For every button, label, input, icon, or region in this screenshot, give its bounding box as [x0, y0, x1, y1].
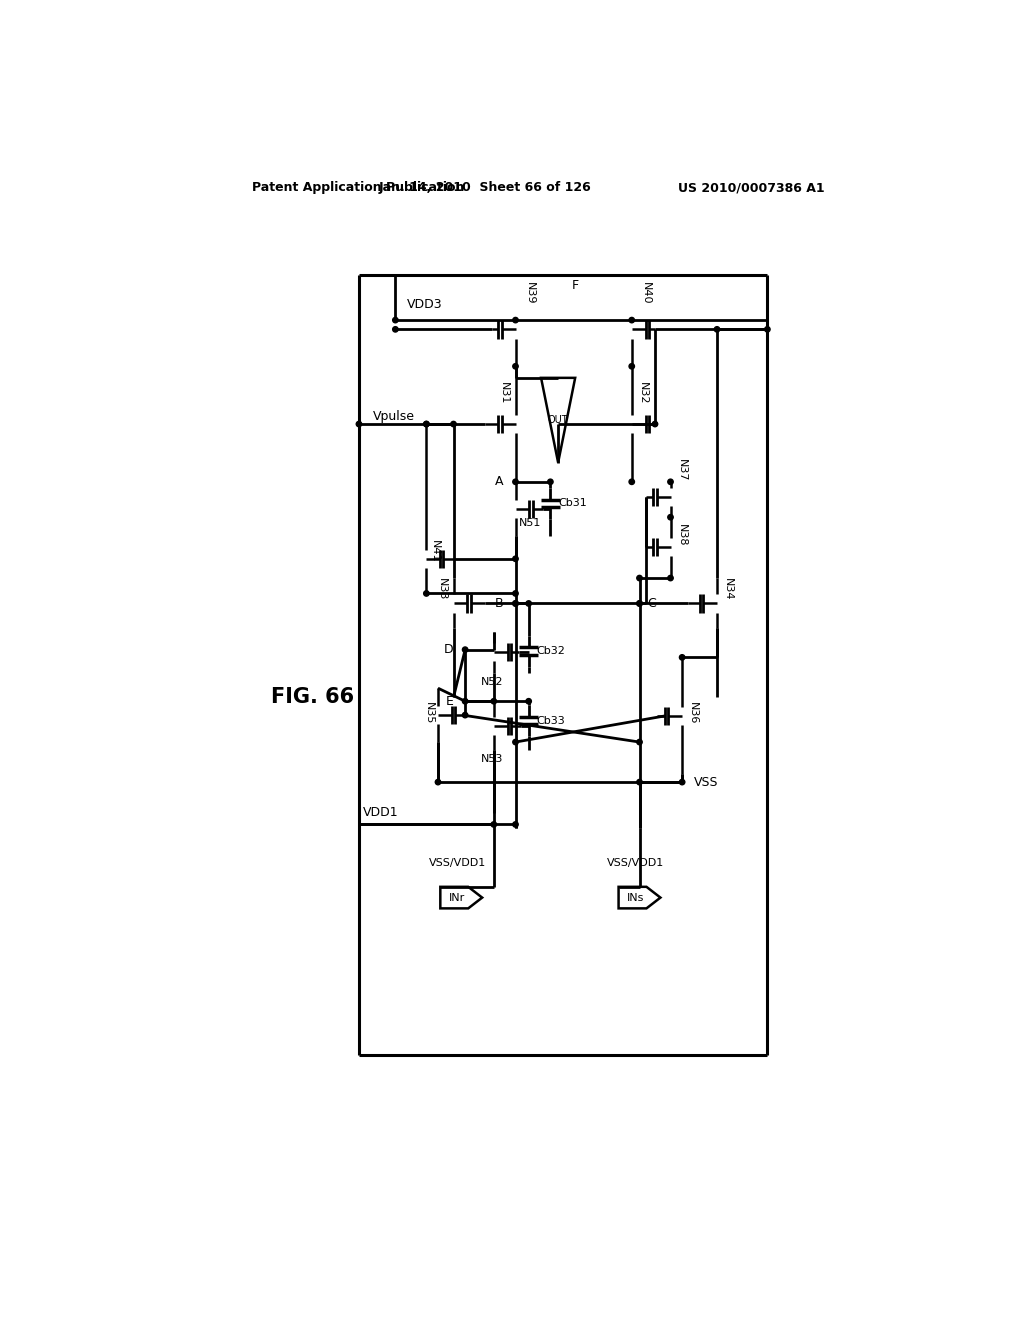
- Text: N40: N40: [641, 282, 651, 305]
- Circle shape: [513, 556, 518, 561]
- Text: Cb32: Cb32: [537, 647, 565, 656]
- Circle shape: [513, 601, 518, 606]
- Circle shape: [513, 591, 518, 597]
- Text: B: B: [496, 597, 504, 610]
- Circle shape: [668, 576, 673, 581]
- Text: N38: N38: [677, 524, 687, 546]
- Text: Cb33: Cb33: [537, 715, 565, 726]
- Text: VSS/VDD1: VSS/VDD1: [429, 858, 486, 869]
- Text: VSS: VSS: [693, 776, 718, 788]
- Text: N34: N34: [723, 578, 733, 601]
- Circle shape: [424, 421, 429, 426]
- Circle shape: [513, 739, 518, 744]
- Circle shape: [637, 601, 642, 606]
- Text: FIG. 66: FIG. 66: [271, 688, 354, 708]
- Circle shape: [629, 363, 635, 370]
- Circle shape: [463, 698, 468, 704]
- Text: N36: N36: [688, 702, 698, 723]
- Text: Cb31: Cb31: [558, 499, 587, 508]
- Text: US 2010/0007386 A1: US 2010/0007386 A1: [678, 181, 825, 194]
- Text: VDD1: VDD1: [362, 807, 398, 820]
- Text: Vpulse: Vpulse: [373, 409, 415, 422]
- Circle shape: [548, 479, 553, 484]
- Text: N37: N37: [677, 459, 687, 482]
- Text: N53: N53: [481, 754, 504, 764]
- Circle shape: [392, 317, 398, 323]
- Text: N32: N32: [638, 381, 648, 404]
- Text: INs: INs: [627, 892, 644, 903]
- Circle shape: [492, 698, 497, 704]
- Text: INr: INr: [450, 892, 466, 903]
- Text: N51: N51: [519, 517, 542, 528]
- Circle shape: [513, 317, 518, 323]
- Circle shape: [637, 779, 642, 785]
- Circle shape: [513, 601, 518, 606]
- Text: N39: N39: [524, 282, 535, 305]
- Circle shape: [463, 647, 468, 652]
- Circle shape: [637, 576, 642, 581]
- Text: C: C: [647, 597, 656, 610]
- Circle shape: [679, 655, 685, 660]
- Text: D: D: [443, 643, 454, 656]
- Circle shape: [668, 515, 673, 520]
- Text: F: F: [571, 279, 579, 292]
- Circle shape: [392, 326, 398, 333]
- Text: N41: N41: [430, 540, 440, 562]
- Circle shape: [492, 822, 497, 828]
- Text: VDD3: VDD3: [407, 298, 442, 312]
- Circle shape: [424, 591, 429, 597]
- Circle shape: [652, 421, 657, 426]
- Text: N31: N31: [500, 381, 509, 404]
- Circle shape: [435, 779, 440, 785]
- Circle shape: [668, 479, 673, 484]
- Circle shape: [513, 363, 518, 370]
- Circle shape: [629, 479, 635, 484]
- Text: N33: N33: [437, 578, 447, 601]
- Circle shape: [629, 317, 635, 323]
- Text: E: E: [445, 694, 454, 708]
- Text: VSS/VDD1: VSS/VDD1: [607, 858, 665, 869]
- Circle shape: [637, 739, 642, 744]
- Text: A: A: [496, 475, 504, 488]
- Circle shape: [526, 601, 531, 606]
- Text: Patent Application Publication: Patent Application Publication: [252, 181, 464, 194]
- Text: N52: N52: [481, 677, 504, 686]
- Text: OUT: OUT: [548, 416, 568, 425]
- Circle shape: [451, 421, 457, 426]
- Circle shape: [356, 421, 361, 426]
- Circle shape: [679, 779, 685, 785]
- Circle shape: [715, 326, 720, 333]
- Circle shape: [424, 421, 429, 426]
- Circle shape: [765, 326, 770, 333]
- Circle shape: [513, 479, 518, 484]
- Circle shape: [526, 698, 531, 704]
- Text: Jan. 14, 2010  Sheet 66 of 126: Jan. 14, 2010 Sheet 66 of 126: [378, 181, 591, 194]
- Circle shape: [513, 822, 518, 828]
- Circle shape: [463, 713, 468, 718]
- Text: N35: N35: [424, 702, 434, 723]
- Circle shape: [637, 601, 642, 606]
